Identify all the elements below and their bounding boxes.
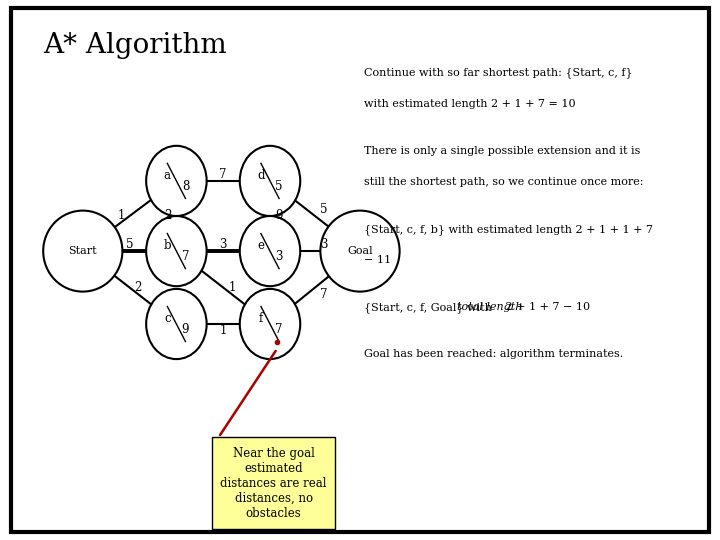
Text: a: a xyxy=(164,169,171,182)
Ellipse shape xyxy=(240,216,300,286)
Ellipse shape xyxy=(146,289,207,359)
Text: d: d xyxy=(257,169,265,182)
Text: 1: 1 xyxy=(117,210,125,222)
Text: total length: total length xyxy=(457,302,523,313)
Text: {Start, c, f, b} with estimated length 2 + 1 + 1 + 7: {Start, c, f, b} with estimated length 2… xyxy=(364,224,652,235)
Text: {Start, c, f, Goal} with: {Start, c, f, Goal} with xyxy=(364,302,495,313)
Ellipse shape xyxy=(240,289,300,359)
Ellipse shape xyxy=(240,146,300,216)
Text: 5: 5 xyxy=(320,203,328,216)
Text: Start: Start xyxy=(68,246,97,256)
Text: with estimated length 2 + 1 + 7 = 10: with estimated length 2 + 1 + 7 = 10 xyxy=(364,99,575,109)
Ellipse shape xyxy=(146,146,207,216)
Text: f: f xyxy=(258,312,263,325)
Text: 7: 7 xyxy=(181,250,189,263)
Text: 7: 7 xyxy=(220,168,227,181)
Text: Near the goal
estimated
distances are real
distances, no
obstacles: Near the goal estimated distances are re… xyxy=(220,447,327,520)
Text: c: c xyxy=(164,312,171,325)
Text: 1: 1 xyxy=(228,281,235,294)
Ellipse shape xyxy=(146,216,207,286)
Text: 3: 3 xyxy=(220,238,227,251)
Text: − 11: − 11 xyxy=(364,255,391,266)
Text: b: b xyxy=(163,239,171,252)
Ellipse shape xyxy=(320,211,400,292)
Text: 3: 3 xyxy=(320,238,328,251)
Text: Goal has been reached: algorithm terminates.: Goal has been reached: algorithm termina… xyxy=(364,349,623,360)
Text: e: e xyxy=(258,239,264,252)
Text: 7: 7 xyxy=(320,287,328,301)
Text: 9: 9 xyxy=(275,210,282,222)
Text: 2: 2 xyxy=(164,210,171,222)
Text: 1: 1 xyxy=(220,324,227,337)
Text: There is only a single possible extension and it is: There is only a single possible extensio… xyxy=(364,146,640,156)
Text: 8: 8 xyxy=(181,180,189,193)
Text: A* Algorithm: A* Algorithm xyxy=(43,32,227,59)
Text: 5: 5 xyxy=(126,238,133,251)
Text: Continue with so far shortest path: {Start, c, f}: Continue with so far shortest path: {Sta… xyxy=(364,68,632,78)
FancyBboxPatch shape xyxy=(212,437,335,529)
Text: 3: 3 xyxy=(275,250,283,263)
Ellipse shape xyxy=(43,211,122,292)
Text: 5: 5 xyxy=(275,180,283,193)
Text: Goal: Goal xyxy=(347,246,373,256)
Text: 9: 9 xyxy=(181,323,189,336)
Text: 2: 2 xyxy=(135,281,142,294)
Text: 2 + 1 + 7 − 10: 2 + 1 + 7 − 10 xyxy=(502,302,590,313)
Text: 7: 7 xyxy=(275,323,283,336)
Text: still the shortest path, so we continue once more:: still the shortest path, so we continue … xyxy=(364,177,643,187)
